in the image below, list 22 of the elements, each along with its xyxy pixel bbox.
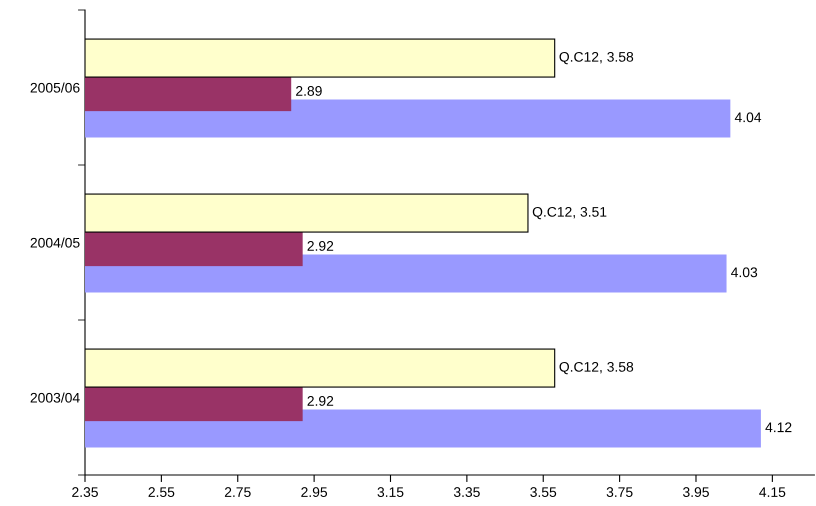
data-label: 2.89 bbox=[296, 86, 322, 96]
x-tick-label: 3.15 bbox=[378, 487, 404, 498]
data-label: Q.C12, 3.58 bbox=[560, 362, 634, 374]
y-tick-label: 2005/06 bbox=[30, 82, 80, 93]
x-tick-label: 4.15 bbox=[759, 487, 786, 498]
x-tick-label: 3.55 bbox=[530, 487, 556, 498]
x-tick-label: 2.75 bbox=[224, 487, 251, 498]
data-label: Q.C12, 3.51 bbox=[532, 206, 606, 220]
data-label: 4.04 bbox=[734, 112, 762, 122]
x-tick-label: 2.55 bbox=[148, 487, 174, 498]
x-tick-label: 3.95 bbox=[683, 487, 709, 498]
x-tick-label: 2.35 bbox=[72, 487, 98, 498]
data-label: Q.C12, 3.58 bbox=[560, 52, 634, 64]
y-tick-label: 2003/04 bbox=[30, 392, 80, 403]
x-tick-label: 3.35 bbox=[454, 487, 480, 498]
x-tick-label: 2.95 bbox=[301, 487, 328, 498]
data-label: 2.92 bbox=[308, 396, 334, 406]
y-tick-label: 2004/05 bbox=[30, 237, 80, 248]
data-label: 4.12 bbox=[765, 422, 792, 432]
x-tick-label: 3.75 bbox=[606, 487, 633, 498]
data-label: 4.03 bbox=[731, 267, 758, 278]
data-label: 2.92 bbox=[308, 241, 334, 251]
